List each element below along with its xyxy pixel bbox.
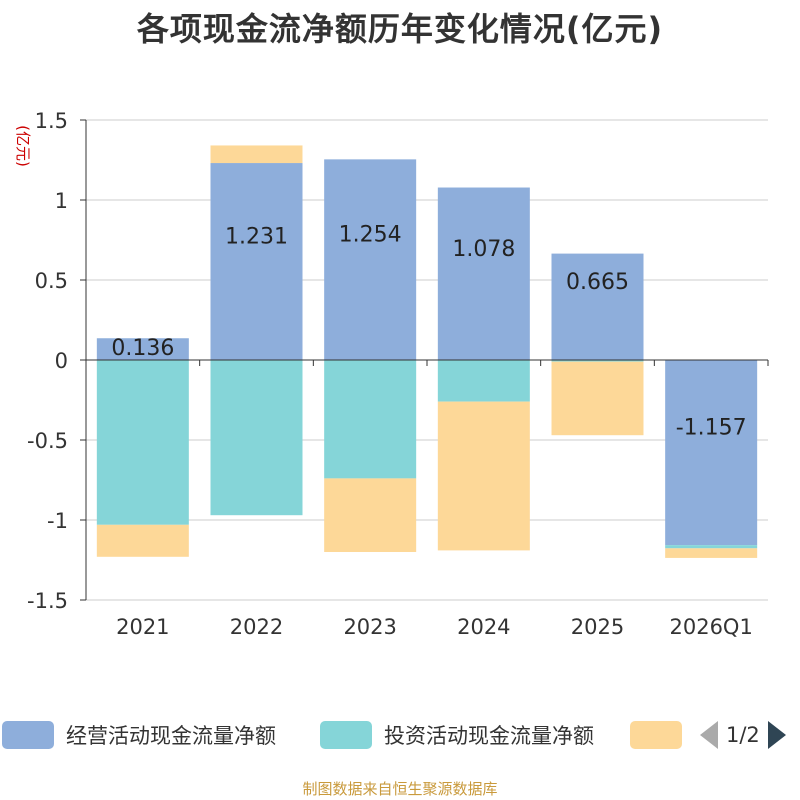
- bar-investing: [551, 360, 644, 362]
- bar-financing: [437, 401, 530, 551]
- bar-investing: [324, 360, 417, 479]
- y-tick-label: 1.5: [35, 109, 68, 133]
- legend-swatch-investing: [320, 721, 372, 749]
- bar-financing: [96, 524, 189, 557]
- legend-swatch-operating: [2, 721, 54, 749]
- y-axis-unit-label: (亿元): [14, 125, 32, 167]
- bar-operating: [324, 159, 417, 360]
- x-tick-label: 2026Q1: [669, 615, 752, 639]
- bar-financing: [665, 548, 758, 558]
- data-label-operating: 1.078: [452, 237, 515, 262]
- bar-operating: [665, 360, 758, 546]
- y-tick-label: 1: [55, 189, 68, 213]
- x-tick-label: 2023: [343, 615, 396, 639]
- bar-financing: [210, 145, 303, 164]
- source-note: 制图数据来自恒生聚源数据库: [302, 780, 498, 798]
- chart-title: 各项现金流净额历年变化情况(亿元): [136, 10, 664, 48]
- bar-investing: [665, 545, 758, 549]
- bar-financing: [551, 361, 644, 436]
- bar-financing: [324, 478, 417, 552]
- data-label-operating: 0.665: [566, 270, 629, 295]
- x-tick-label: 2021: [116, 615, 169, 639]
- bar-operating: [96, 338, 189, 360]
- chart-area: 1.5 1 0.5 0 -0.5 -1 -1.5 (亿元) 2021 2022 2023 2024 20…: [14, 109, 769, 639]
- y-tick-label: -0.5: [27, 429, 68, 453]
- pager-next-icon[interactable]: [767, 721, 786, 749]
- data-label-operating: 1.231: [225, 225, 288, 250]
- legend-label-investing: 投资活动现金流量净额: [384, 724, 594, 748]
- y-tick-label: -1: [47, 509, 68, 533]
- x-tick-label: 2025: [571, 615, 624, 639]
- data-label-operating: 1.254: [339, 223, 402, 248]
- legend-item-investing[interactable]: 投资活动现金流量净额: [320, 720, 594, 750]
- y-tick-label: 0: [55, 349, 68, 373]
- legend-pager: 1/2: [700, 720, 786, 750]
- x-tick-label: 2024: [457, 615, 510, 639]
- legend-item-financing[interactable]: [630, 720, 682, 750]
- bar-investing: [437, 360, 530, 402]
- data-label-operating: -1.157: [676, 416, 747, 441]
- x-tick-label: 2022: [230, 615, 283, 639]
- bar-operating: [437, 187, 530, 360]
- data-label-operating: 0.136: [111, 336, 174, 361]
- pager-text: 1/2: [726, 723, 760, 747]
- bar-operating: [551, 253, 644, 360]
- bar-investing: [210, 360, 303, 516]
- legend-swatch-financing: [630, 721, 682, 749]
- legend-item-operating[interactable]: 经营活动现金流量净额: [2, 720, 276, 750]
- y-tick-label: -1.5: [27, 589, 68, 613]
- bar-investing: [96, 360, 189, 525]
- y-tick-label: 0.5: [35, 269, 68, 293]
- legend-label-operating: 经营活动现金流量净额: [66, 724, 276, 748]
- legend: 经营活动现金流量净额 投资活动现金流量净额 1/2: [0, 712, 800, 756]
- pager-prev-icon[interactable]: [700, 721, 718, 749]
- bar-operating: [210, 163, 303, 360]
